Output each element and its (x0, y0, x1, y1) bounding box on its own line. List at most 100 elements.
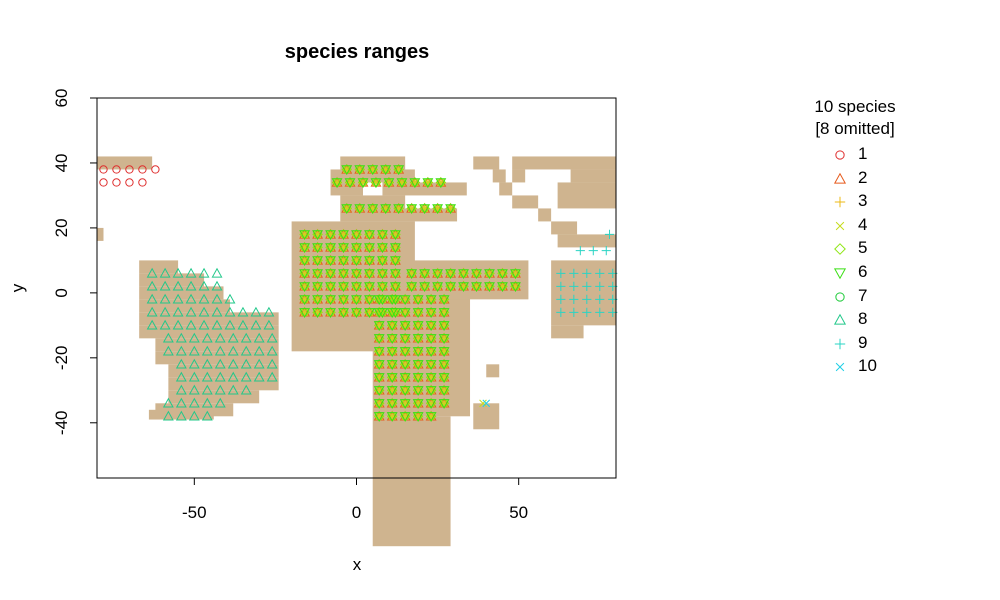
point-series-6 (399, 373, 411, 383)
point-series-6 (425, 347, 437, 357)
point-series-6 (458, 282, 469, 293)
point-series-8 (214, 345, 226, 356)
point-series-6 (312, 308, 324, 318)
point-series-6 (373, 308, 385, 318)
point-series-8 (227, 371, 239, 382)
point-series-8 (211, 280, 223, 291)
point-series-8 (172, 306, 184, 317)
point-series-6 (367, 204, 379, 215)
point-series-6 (425, 334, 437, 344)
point-series-8 (253, 332, 265, 343)
point-series-8 (198, 267, 210, 278)
point-series-8 (227, 345, 239, 356)
point-series-6 (399, 308, 411, 318)
point-series-6 (419, 269, 431, 280)
land-cell (538, 208, 552, 222)
point-series-6 (399, 347, 411, 357)
point-series-9 (569, 307, 579, 317)
point-series-6 (373, 295, 385, 305)
point-series-6 (341, 165, 353, 176)
point-series-6 (364, 256, 375, 267)
point-series-6 (425, 412, 437, 422)
legend-label: 8 (858, 309, 868, 329)
legend-label: 10 (858, 356, 877, 376)
point-series-6 (386, 334, 398, 344)
point-series-6 (412, 295, 424, 305)
point-series-8 (175, 371, 187, 382)
point-series-6 (445, 204, 457, 215)
point-series-6 (412, 347, 424, 357)
point-series-8 (146, 306, 158, 317)
point-series-8 (146, 293, 158, 304)
land-cell (168, 390, 260, 404)
series-1 (99, 165, 160, 187)
point-series-8 (224, 306, 236, 317)
point-series-6 (299, 308, 311, 318)
point-series-6 (386, 360, 398, 370)
legend-item-3: 3 (780, 191, 930, 215)
y-tick-label: -40 (52, 410, 71, 435)
land-cell (473, 156, 500, 170)
land-cell (551, 260, 616, 326)
legend: 10 species [8 omitted] 1 2 3 4 5 6 7 8 9 10 (780, 96, 930, 380)
point-series-6 (377, 243, 388, 254)
point-series-6 (373, 334, 385, 344)
land-cell (139, 299, 230, 313)
point-series-6 (412, 373, 424, 383)
point-series-8 (159, 293, 171, 304)
point-series-6 (438, 399, 450, 409)
land-cell (512, 169, 526, 183)
point-series-8 (266, 358, 278, 369)
point-series-6 (412, 386, 424, 396)
point-series-8 (266, 345, 278, 356)
y-tick-label: 20 (52, 218, 71, 237)
point-series-8 (146, 267, 158, 278)
land-cell (97, 156, 153, 170)
point-series-6 (438, 321, 450, 331)
point-series-9 (604, 229, 615, 240)
point-series-8 (185, 293, 197, 304)
point-series-6 (386, 386, 398, 396)
point-series-6 (386, 321, 398, 331)
point-series-6 (377, 230, 388, 241)
legend-label: 5 (858, 238, 868, 258)
point-series-6 (396, 178, 408, 189)
point-series-6 (412, 334, 424, 344)
point-series-6 (438, 373, 450, 383)
point-series-8 (198, 306, 210, 317)
point-series-6 (364, 308, 375, 318)
point-series-6 (364, 295, 375, 305)
point-series-8 (175, 410, 187, 421)
point-series-6 (325, 308, 336, 318)
point-series-6 (299, 256, 311, 267)
point-series-6 (406, 282, 418, 293)
land-cell (486, 364, 500, 378)
point-series-6 (438, 308, 450, 318)
point-series-6 (325, 230, 336, 241)
point-series-6 (399, 399, 411, 409)
legend-items: 1 2 3 4 5 6 7 8 9 10 (780, 144, 930, 380)
legend-marker-6 (833, 268, 847, 280)
land-cell (551, 325, 584, 339)
point-series-8 (263, 306, 275, 317)
point-series-9 (556, 281, 566, 291)
point-series-6 (438, 334, 450, 344)
land-cell (473, 403, 500, 430)
x-tick-label: -50 (182, 503, 207, 522)
point-series-6 (412, 308, 424, 318)
point-series-9 (569, 281, 579, 291)
point-series-8 (201, 410, 213, 421)
point-series-8 (175, 345, 187, 356)
point-series-8 (185, 280, 197, 291)
point-series-6 (471, 269, 482, 280)
point-series-6 (344, 178, 356, 189)
point-series-6 (357, 178, 369, 189)
point-series-8 (224, 319, 236, 330)
point-series-6 (386, 412, 398, 422)
point-series-9 (595, 294, 605, 304)
point-series-6 (338, 282, 349, 293)
point-series-8 (201, 332, 213, 343)
point-series-4 (479, 399, 487, 408)
point-series-8 (214, 384, 226, 395)
